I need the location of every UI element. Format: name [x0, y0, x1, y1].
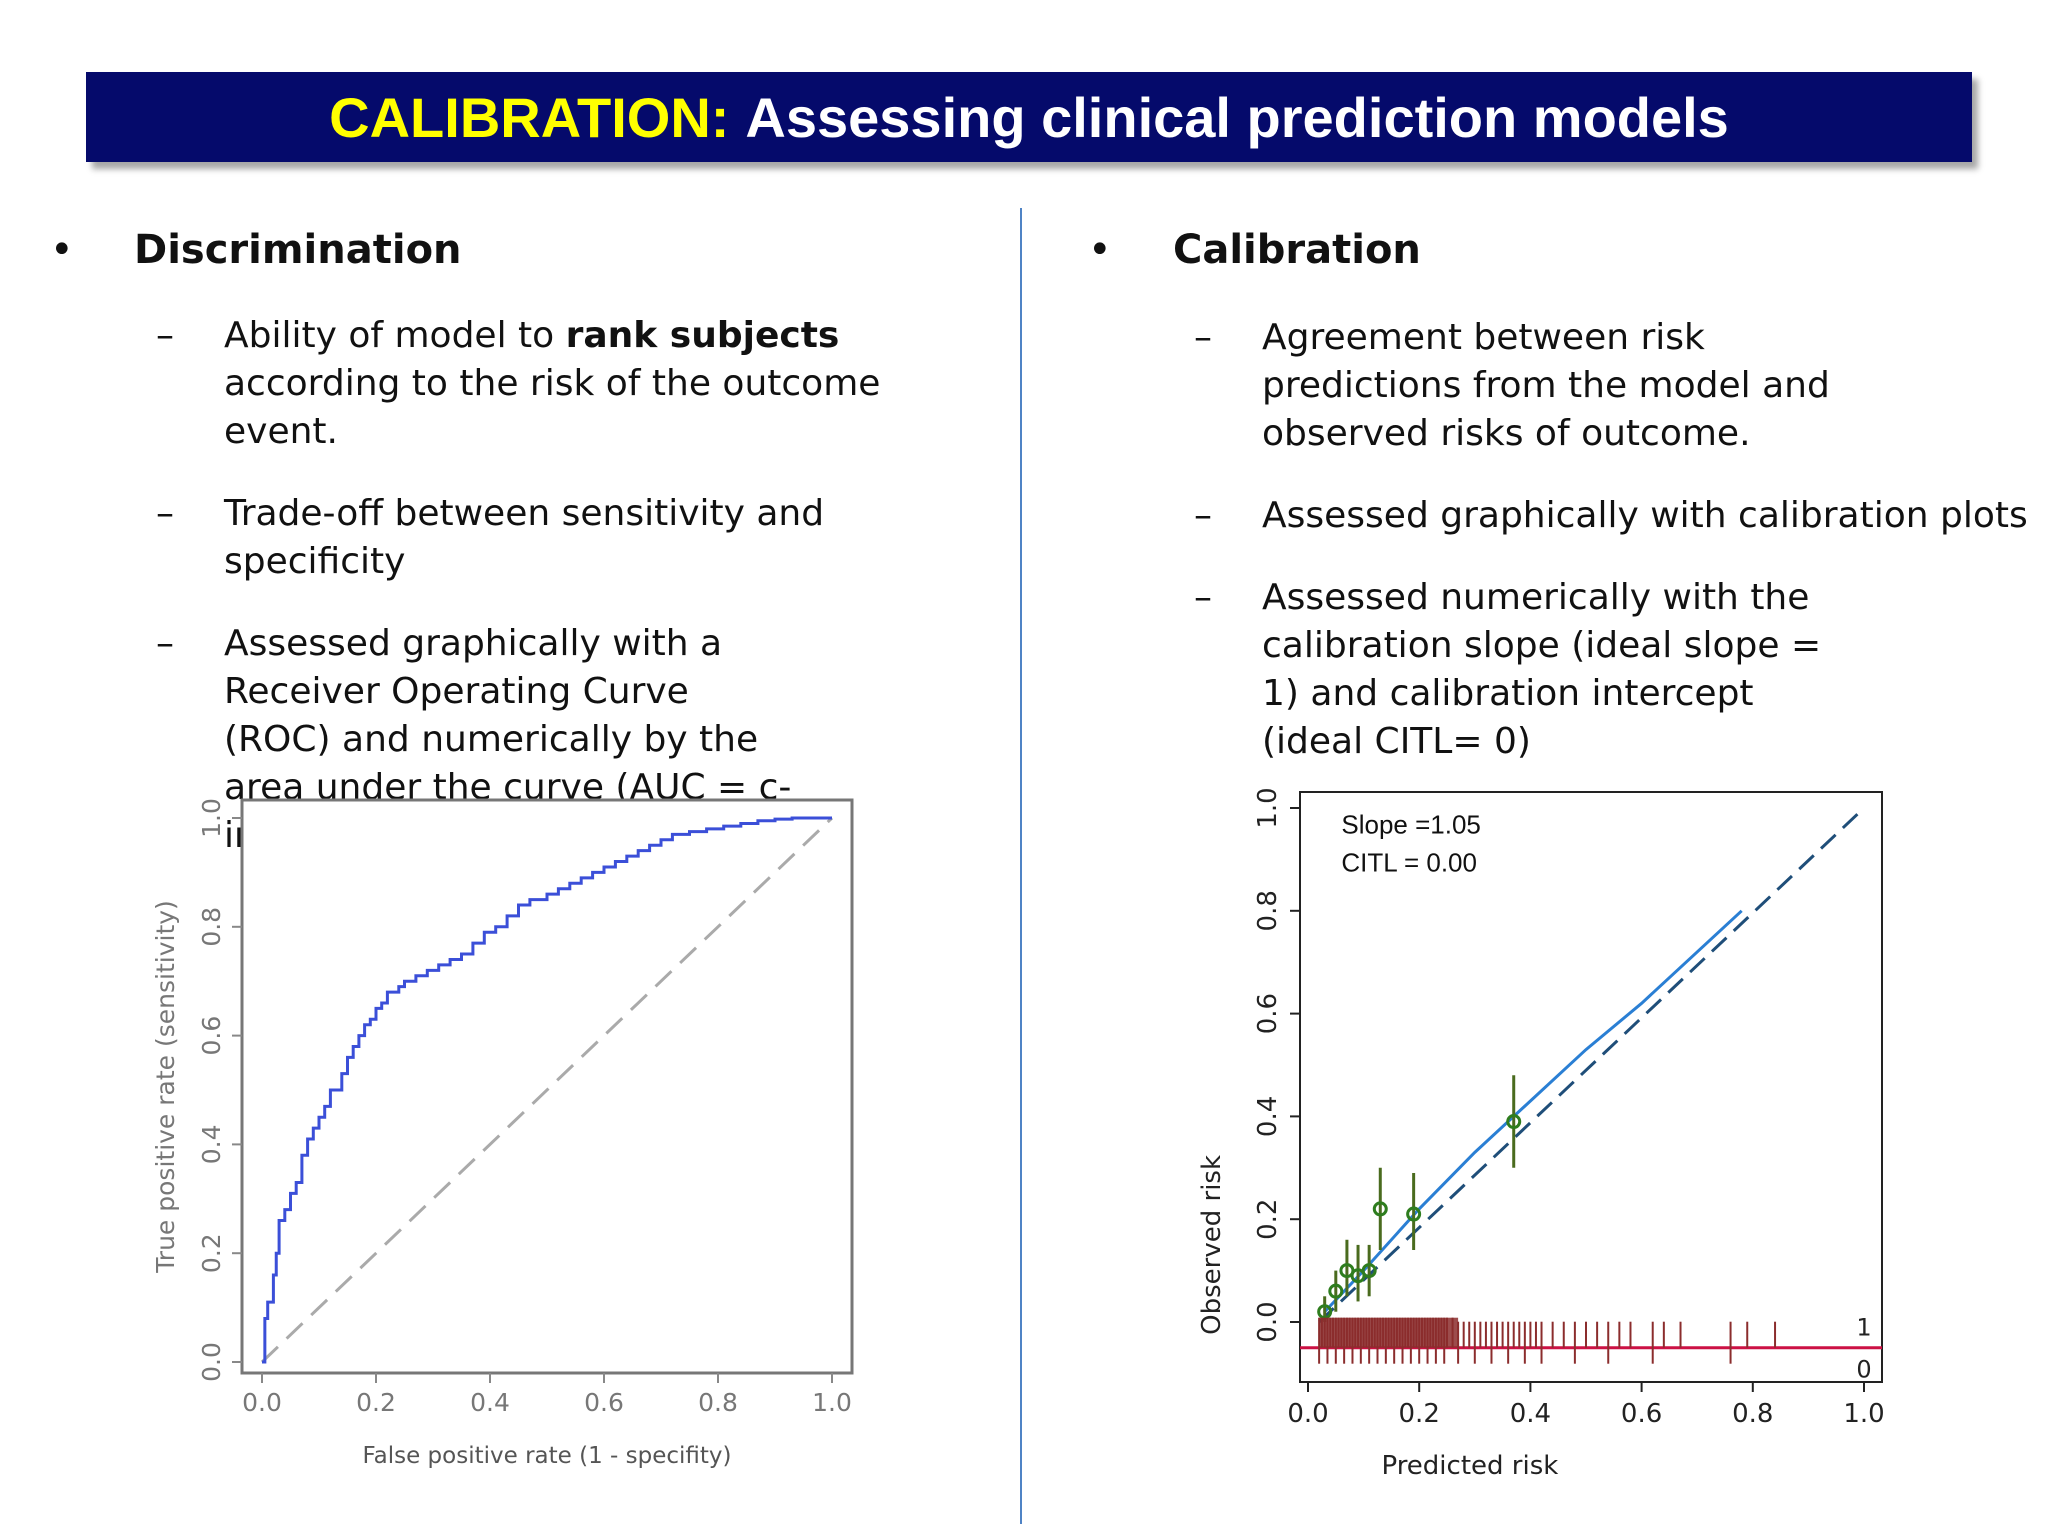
- rug-dense-band: [1319, 1317, 1459, 1348]
- y-tick-label: 0.6: [1253, 993, 1283, 1034]
- column-divider: [1020, 208, 1022, 1524]
- dash-marker: –: [1194, 317, 1212, 358]
- discrimination-heading: Discrimination: [134, 227, 462, 273]
- dash-marker: –: [156, 623, 174, 664]
- calibration-chart: 0.0 0.2 0.4 0.6 0.8 1.0 0.0 0.2 0.4 0.6 0.8 1.0 Pred…: [1197, 787, 1885, 1481]
- x-tick-label: 0.2: [1399, 1399, 1440, 1429]
- grouped-observation-point: [1361, 1263, 1377, 1279]
- y-tick-label: 0.4: [197, 1125, 226, 1165]
- calibration-item-3: – Assessed numerically with the calibrat…: [1088, 574, 1832, 766]
- y-tick-label: 0.8: [197, 907, 226, 947]
- plot-frame: [1299, 791, 1883, 1383]
- title-text: Assessing clinical prediction models: [745, 85, 1729, 149]
- discrimination-item-1: – Ability of model to rank subjects acco…: [50, 312, 980, 456]
- x-tick-label: 0.6: [584, 1388, 624, 1417]
- x-axis-label: False positive rate (1 - specifity): [363, 1443, 732, 1469]
- y-tick-label: 1.0: [1253, 787, 1283, 828]
- y-tick-label: 0.0: [197, 1342, 226, 1382]
- bullet-marker: •: [1088, 227, 1112, 273]
- discrimination-column: • Discrimination – Ability of model to r…: [50, 220, 980, 860]
- annotation-text: Slope =1.05: [1341, 810, 1481, 840]
- annotation-text: CITL = 0.00: [1341, 848, 1477, 878]
- dash-marker: –: [1194, 495, 1212, 536]
- x-tick-label: 1.0: [812, 1388, 852, 1417]
- dash-marker: –: [156, 493, 174, 534]
- title-highlight: CALIBRATION:: [329, 85, 730, 149]
- roc-chart: 0.0 0.2 0.4 0.6 0.8 1.0 0.0 0.2 0.4 0.6 0.8 1.0 Fals…: [151, 798, 854, 1469]
- ideal-line: [1318, 806, 1866, 1324]
- item-text: Trade-off between sensitivity and specif…: [224, 493, 825, 582]
- item-text: Agreement between risk predictions from …: [1262, 317, 1830, 454]
- item-text: Ability of model to: [224, 315, 566, 356]
- y-tick-label: 0.2: [1253, 1199, 1283, 1240]
- x-axis-label: Predicted risk: [1381, 1451, 1558, 1481]
- x-tick-label: 0.8: [698, 1388, 738, 1417]
- grouped-observation-point: [1372, 1201, 1388, 1217]
- y-axis-label: True positive rate (sensitivity): [151, 900, 180, 1274]
- x-tick-label: 0.0: [1287, 1399, 1328, 1429]
- y-axis-label: Observed risk: [1197, 1155, 1227, 1335]
- grouped-observation-point: [1328, 1283, 1344, 1299]
- y-tick-label: 0.8: [1253, 890, 1283, 931]
- x-tick-label: 1.0: [1843, 1399, 1884, 1429]
- rug-label-1: 1: [1856, 1314, 1871, 1342]
- x-tick-label: 0.0: [242, 1388, 282, 1417]
- roc-curve: [262, 816, 832, 1364]
- y-tick-label: 1.0: [197, 798, 226, 838]
- y-tick-label: 0.2: [197, 1233, 226, 1273]
- dash-marker: –: [1194, 577, 1212, 618]
- x-tick-label: 0.6: [1621, 1399, 1662, 1429]
- x-tick-label: 0.4: [470, 1388, 510, 1417]
- y-tick-label: 0.6: [197, 1016, 226, 1056]
- calibration-item-1: – Agreement between risk predictions fro…: [1088, 314, 1842, 458]
- reference-diagonal: [260, 816, 834, 1364]
- title-bar: CALIBRATION: Assessing clinical predicti…: [86, 72, 1972, 162]
- calibration-item-2: – Assessed graphically with calibration …: [1088, 492, 2028, 540]
- dash-marker: –: [156, 315, 174, 356]
- grouped-observation-point: [1406, 1206, 1422, 1222]
- grouped-observation-point: [1506, 1114, 1522, 1130]
- discrimination-item-2: – Trade-off between sensitivity and spec…: [50, 490, 980, 586]
- item-text: Assessed graphically with calibration pl…: [1262, 495, 2028, 536]
- item-text: according to the risk of the outcome eve…: [224, 363, 881, 452]
- rug-label-0: 0: [1856, 1356, 1871, 1384]
- x-tick-label: 0.4: [1510, 1399, 1551, 1429]
- x-tick-label: 0.2: [356, 1388, 396, 1417]
- y-tick-label: 0.0: [1253, 1301, 1283, 1342]
- y-tick-label: 0.4: [1253, 1096, 1283, 1137]
- item-bold-text: rank subjects: [565, 315, 840, 356]
- calibration-heading: Calibration: [1173, 227, 1421, 273]
- bullet-marker: •: [50, 227, 74, 273]
- calibration-column: • Calibration – Agreement between risk p…: [1088, 220, 2028, 766]
- x-tick-label: 0.8: [1732, 1399, 1773, 1429]
- calibration-curve: [1323, 909, 1743, 1313]
- item-text: Assessed numerically with the calibratio…: [1262, 577, 1822, 762]
